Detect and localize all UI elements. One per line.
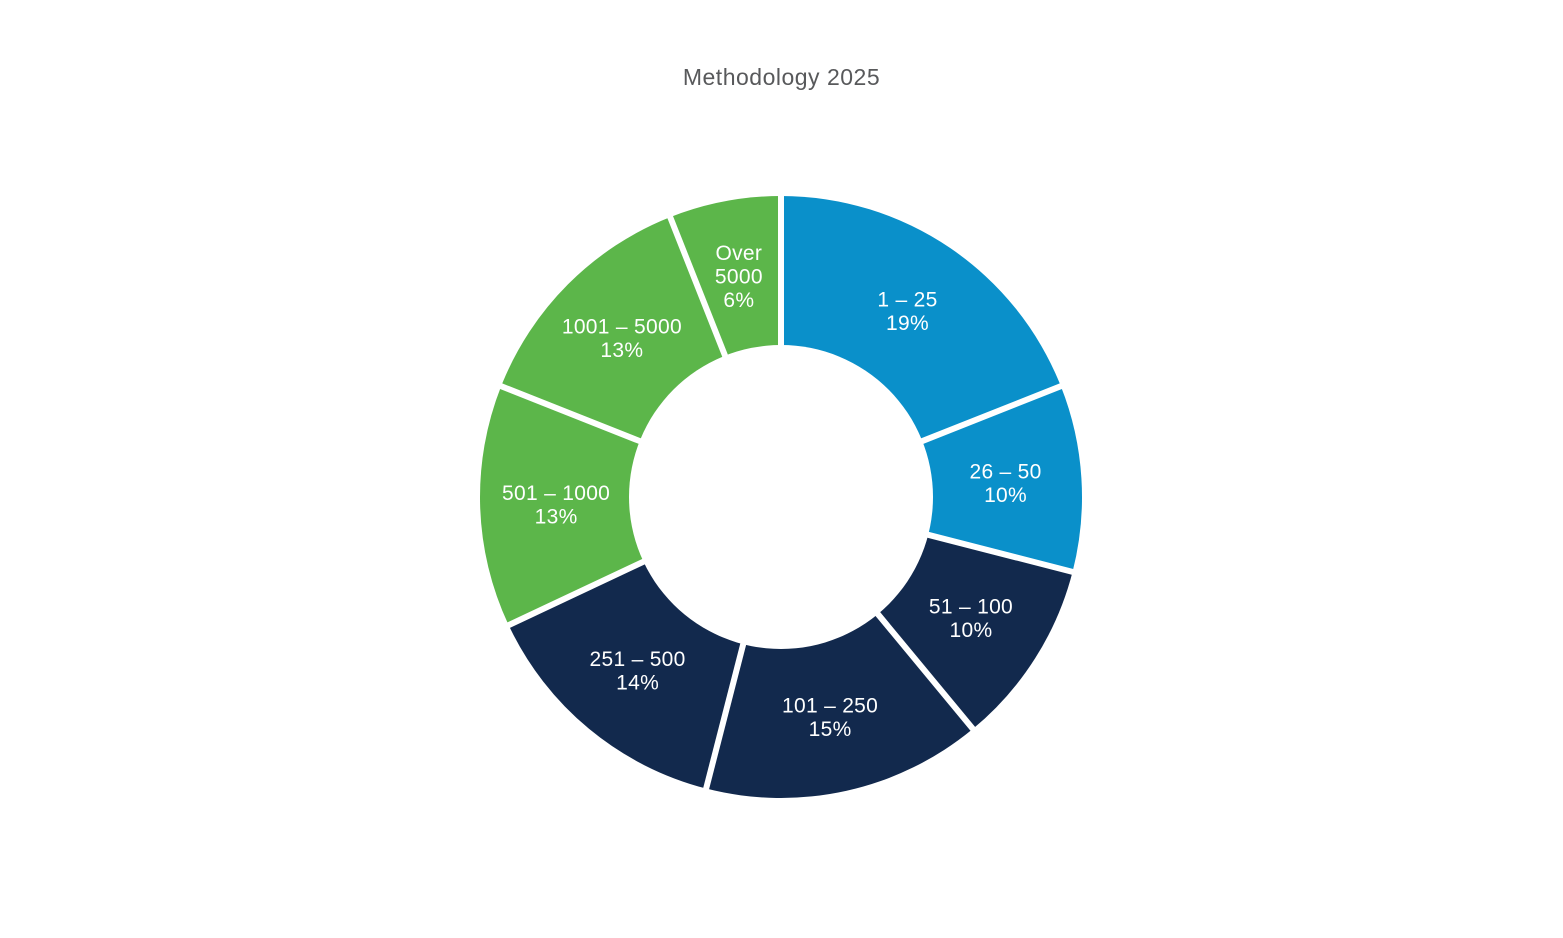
segment-label: 1 – 25 19% — [877, 289, 937, 336]
segment-label: Over 5000 6% — [715, 242, 763, 312]
donut-hole — [629, 345, 933, 649]
segment-label: 251 – 500 14% — [590, 648, 686, 695]
segment-label: 26 – 50 10% — [969, 461, 1041, 508]
segment-label: 51 – 100 10% — [929, 595, 1013, 642]
chart-title: Methodology 2025 — [682, 64, 881, 90]
segment-label: 501 – 1000 13% — [502, 482, 610, 529]
segment-label: 101 – 250 15% — [782, 694, 878, 741]
segment-label: 1001 – 5000 13% — [562, 316, 682, 363]
